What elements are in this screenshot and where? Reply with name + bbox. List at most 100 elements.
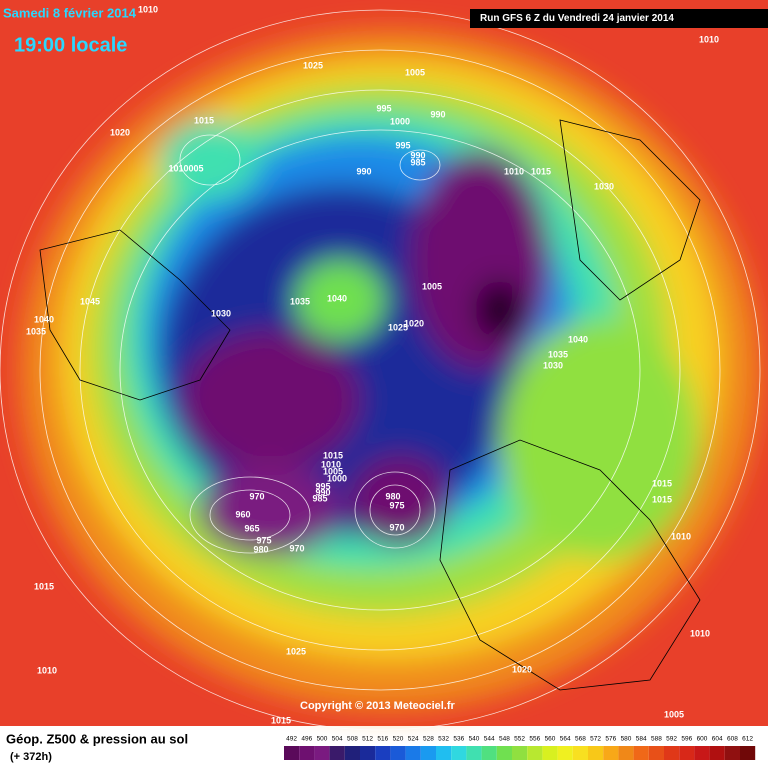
legend-swatch <box>420 746 436 760</box>
isobar-label: 970 <box>289 543 304 553</box>
isobar-label: 1015 <box>34 581 54 591</box>
isobar-label: 980 <box>253 544 268 554</box>
legend-label: 576 <box>605 736 616 743</box>
legend-swatch <box>451 746 467 760</box>
legend-swatch <box>679 746 695 760</box>
legend-swatch <box>405 746 421 760</box>
legend-swatch <box>664 746 680 760</box>
date-label: Samedi 8 février 2014 <box>3 5 137 20</box>
isobar-label: 985 <box>410 157 425 167</box>
isobar-label: 960 <box>235 509 250 519</box>
isobar-label: 1035 <box>548 349 568 359</box>
isobar-label: 1020 <box>404 318 424 328</box>
legend-label: 520 <box>393 736 404 743</box>
isobar-label: 1015 <box>323 450 343 460</box>
legend-label: 592 <box>666 736 677 743</box>
isobar-label: 1010005 <box>168 163 203 173</box>
isobar-label: 1010 <box>690 628 710 638</box>
legend-swatch <box>633 746 649 760</box>
isobar-label: 1025 <box>303 60 323 70</box>
legend-label: 612 <box>742 736 753 743</box>
isobar-label: 1030 <box>211 308 231 318</box>
isobar-label: 975 <box>256 535 271 545</box>
legend-swatch <box>588 746 604 760</box>
isobar-label: 1040 <box>34 314 54 324</box>
isobar-label: 970 <box>249 491 264 501</box>
isobar-label: 1025 <box>388 322 408 332</box>
isobar-label: 1010 <box>504 166 524 176</box>
isobar-label: 965 <box>244 523 259 533</box>
legend-swatch <box>466 746 482 760</box>
legend-label: 512 <box>362 736 373 743</box>
isobar-label: 990 <box>356 166 371 176</box>
copyright: Copyright © 2013 Meteociel.fr <box>300 700 456 712</box>
legend-label: 584 <box>636 736 647 743</box>
isobar-label: 990 <box>315 487 330 497</box>
isobar-label: 970 <box>389 522 404 532</box>
legend-label: 548 <box>499 736 510 743</box>
legend-label: 532 <box>438 736 449 743</box>
isobar-label: 1035 <box>26 326 46 336</box>
isobar-label: 975 <box>389 500 404 510</box>
legend-label: 516 <box>377 736 388 743</box>
legend-label: 536 <box>453 736 464 743</box>
isobar-label: 1010 <box>138 4 158 14</box>
isobar-label: 995 <box>315 481 330 491</box>
isobar-label: 1005 <box>664 709 684 719</box>
legend-swatch <box>344 746 360 760</box>
legend-label: 496 <box>301 736 312 743</box>
legend-swatch <box>557 746 573 760</box>
legend-label: 524 <box>408 736 419 743</box>
isobar-label: 1040 <box>327 293 347 303</box>
footer-lead: (+ 372h) <box>10 751 52 763</box>
legend-label: 564 <box>560 736 571 743</box>
legend-label: 528 <box>423 736 434 743</box>
legend: 492 496 500 504 508 512 516 520 524 528 532 536 540 5… <box>284 736 756 760</box>
footer-title: Géop. Z500 & pression au sol <box>6 731 188 746</box>
legend-swatch <box>572 746 588 760</box>
isobar-label: 1015 <box>652 478 672 488</box>
legend-swatch <box>694 746 710 760</box>
isobar-label: 1015 <box>531 166 551 176</box>
legend-swatch <box>603 746 619 760</box>
isobar-label: 1000 <box>327 473 347 483</box>
isobar-label: 1010 <box>671 531 691 541</box>
legend-label: 556 <box>529 736 540 743</box>
legend-label: 492 <box>286 736 297 743</box>
isobar-label: 980 <box>385 491 400 501</box>
isobar-label: 990 <box>410 150 425 160</box>
isobar-label: 1015 <box>652 494 672 504</box>
isobar-label: 1030 <box>543 360 563 370</box>
legend-swatch <box>648 746 664 760</box>
map-field <box>0 0 768 726</box>
isobar-label: 1010 <box>699 34 719 44</box>
legend-label: 600 <box>697 736 708 743</box>
legend-swatch <box>390 746 406 760</box>
isobar-label: 1005 <box>323 466 343 476</box>
isobar-label: 1005 <box>405 67 425 77</box>
isobar-label: 1005 <box>422 281 442 291</box>
isobar-label: 1015 <box>271 715 291 725</box>
legend-swatch <box>724 746 740 760</box>
legend-swatch <box>314 746 330 760</box>
legend-swatch <box>496 746 512 760</box>
legend-swatch <box>709 746 725 760</box>
isobar-label: 1010 <box>321 459 341 469</box>
isobar-label: 985 <box>312 493 327 503</box>
legend-label: 560 <box>545 736 556 743</box>
isobar-labels: 1010102510051010101510209951000990995990… <box>26 4 719 725</box>
legend-swatch <box>542 746 558 760</box>
isobar-label: 990 <box>430 109 445 119</box>
legend-label: 544 <box>484 736 495 743</box>
legend-label: 500 <box>317 736 328 743</box>
legend-swatch <box>740 746 756 760</box>
legend-label: 568 <box>575 736 586 743</box>
isobar-label: 995 <box>395 140 410 150</box>
isobar-label: 1010 <box>37 665 57 675</box>
legend-swatch <box>329 746 345 760</box>
legend-swatch <box>375 746 391 760</box>
isobar-label: 1045 <box>80 296 100 306</box>
legend-label: 604 <box>712 736 723 743</box>
